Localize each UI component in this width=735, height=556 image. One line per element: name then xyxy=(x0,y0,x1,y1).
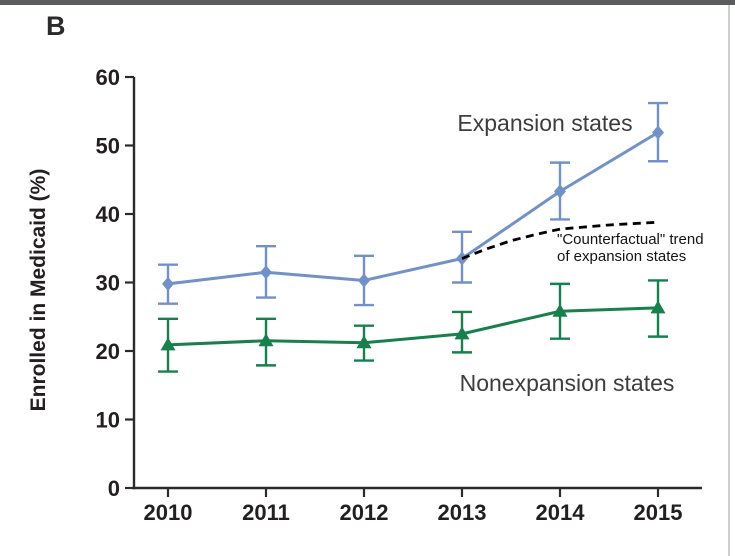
expansion-states-label: Expansion states xyxy=(457,110,633,136)
y-tick-label: 20 xyxy=(96,339,120,364)
panel-label: B xyxy=(46,11,66,41)
x-tick-label: 2015 xyxy=(634,500,683,525)
y-tick-label: 30 xyxy=(96,271,120,296)
y-tick-label: 40 xyxy=(96,202,120,227)
nonexpansion-states-marker-triangle xyxy=(160,337,176,351)
expansion-states-marker-diamond xyxy=(260,265,272,280)
nonexpansion-states-marker-triangle xyxy=(258,333,274,347)
y-tick-label: 50 xyxy=(96,134,120,159)
counterfactual-label: "Counterfactual" trend of expansion stat… xyxy=(557,231,704,265)
x-tick-label: 2013 xyxy=(438,500,487,525)
nonexpansion-states-marker-triangle xyxy=(650,300,666,314)
top-border xyxy=(0,0,735,5)
y-tick-label: 0 xyxy=(108,476,120,501)
nonexpansion-states-marker-triangle xyxy=(356,335,372,349)
nonexpansion-states-label: Nonexpansion states xyxy=(459,370,675,396)
nonexpansion-states-marker-triangle xyxy=(454,326,470,340)
expansion-states-marker-diamond xyxy=(162,276,174,291)
nonexpansion-states-line xyxy=(167,306,659,347)
x-tick-label: 2014 xyxy=(536,500,586,525)
y-axis-title: Enrolled in Medicaid (%) xyxy=(27,168,50,412)
expansion-states-marker-diamond xyxy=(358,273,370,288)
expansion-states-marker-diamond xyxy=(652,125,664,140)
expansion-states-marker-diamond xyxy=(554,184,566,199)
nonexpansion-states-marker-triangle xyxy=(552,303,568,317)
right-border xyxy=(728,5,730,556)
y-tick-label: 10 xyxy=(96,408,120,433)
counterfactual-label-line1: "Counterfactual" trend xyxy=(557,231,704,248)
expansion-states-line xyxy=(167,131,659,286)
y-tick-label: 60 xyxy=(96,65,120,90)
counterfactual-label-line2: of expansion states xyxy=(557,248,687,265)
counterfactual-dashed-line xyxy=(461,220,659,260)
x-tick-label: 2010 xyxy=(144,500,193,525)
x-tick-label: 2012 xyxy=(340,500,389,525)
x-tick-label: 2011 xyxy=(242,500,290,525)
